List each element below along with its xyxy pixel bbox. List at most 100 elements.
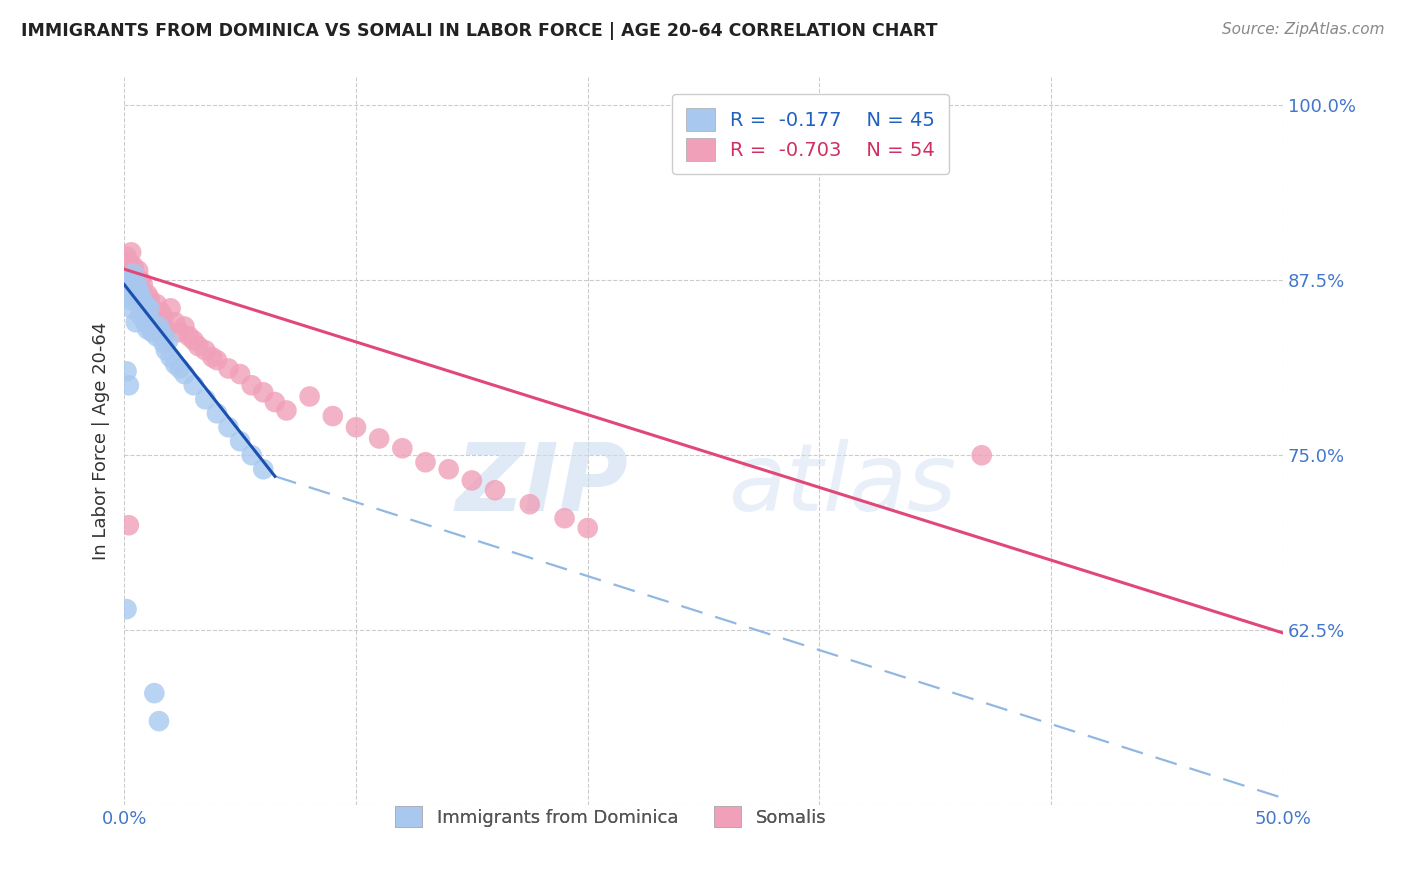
- Point: [141, 315, 163, 329]
- Point: [519, 497, 541, 511]
- Point: [145, 297, 167, 311]
- Point: [127, 263, 149, 277]
- Point: [138, 301, 160, 316]
- Point: [132, 294, 155, 309]
- Point: [461, 474, 484, 488]
- Point: [115, 602, 138, 616]
- Point: [120, 266, 142, 280]
- Point: [132, 301, 155, 316]
- Point: [218, 420, 240, 434]
- Point: [129, 308, 152, 322]
- Point: [125, 280, 148, 294]
- Point: [194, 343, 217, 358]
- Point: [194, 392, 217, 407]
- Point: [132, 294, 155, 309]
- Point: [145, 329, 167, 343]
- Point: [391, 442, 413, 456]
- Y-axis label: In Labor Force | Age 20-64: In Labor Force | Age 20-64: [93, 322, 110, 560]
- Point: [437, 462, 460, 476]
- Point: [229, 434, 252, 449]
- Point: [218, 361, 240, 376]
- Point: [252, 385, 274, 400]
- Point: [554, 511, 576, 525]
- Point: [118, 255, 141, 269]
- Point: [129, 273, 152, 287]
- Point: [240, 448, 263, 462]
- Point: [263, 395, 285, 409]
- Point: [187, 339, 209, 353]
- Point: [134, 315, 156, 329]
- Point: [118, 518, 141, 533]
- Point: [118, 280, 141, 294]
- Point: [122, 260, 145, 274]
- Point: [155, 322, 177, 336]
- Point: [141, 325, 163, 339]
- Point: [276, 403, 298, 417]
- Point: [115, 250, 138, 264]
- Point: [179, 329, 201, 343]
- Point: [120, 245, 142, 260]
- Point: [240, 378, 263, 392]
- Point: [127, 280, 149, 294]
- Point: [150, 305, 173, 319]
- Point: [169, 361, 191, 376]
- Point: [143, 322, 166, 336]
- Point: [229, 367, 252, 381]
- Point: [127, 294, 149, 309]
- Point: [125, 273, 148, 287]
- Point: [120, 301, 142, 316]
- Point: [155, 343, 177, 358]
- Point: [122, 294, 145, 309]
- Point: [148, 319, 170, 334]
- Point: [252, 462, 274, 476]
- Point: [125, 273, 148, 287]
- Point: [143, 308, 166, 322]
- Point: [134, 297, 156, 311]
- Point: [120, 287, 142, 301]
- Point: [205, 353, 228, 368]
- Point: [298, 389, 321, 403]
- Point: [125, 315, 148, 329]
- Point: [169, 325, 191, 339]
- Point: [150, 325, 173, 339]
- Point: [141, 301, 163, 316]
- Point: [970, 448, 993, 462]
- Point: [129, 287, 152, 301]
- Point: [118, 378, 141, 392]
- Point: [143, 686, 166, 700]
- Point: [201, 351, 224, 365]
- Point: [183, 334, 205, 348]
- Point: [368, 432, 391, 446]
- Point: [159, 351, 181, 365]
- Point: [122, 269, 145, 284]
- Point: [205, 406, 228, 420]
- Point: [136, 322, 159, 336]
- Text: atlas: atlas: [728, 440, 956, 531]
- Point: [173, 319, 195, 334]
- Point: [484, 483, 506, 498]
- Point: [115, 364, 138, 378]
- Point: [138, 319, 160, 334]
- Point: [127, 287, 149, 301]
- Point: [115, 273, 138, 287]
- Point: [152, 336, 174, 351]
- Point: [122, 266, 145, 280]
- Point: [148, 315, 170, 329]
- Point: [183, 378, 205, 392]
- Point: [134, 297, 156, 311]
- Point: [136, 308, 159, 322]
- Text: ZIP: ZIP: [456, 439, 628, 531]
- Text: Source: ZipAtlas.com: Source: ZipAtlas.com: [1222, 22, 1385, 37]
- Point: [322, 409, 344, 423]
- Point: [165, 315, 187, 329]
- Point: [159, 301, 181, 316]
- Point: [132, 277, 155, 292]
- Legend: Immigrants from Dominica, Somalis: Immigrants from Dominica, Somalis: [387, 797, 835, 836]
- Point: [576, 521, 599, 535]
- Point: [165, 357, 187, 371]
- Point: [148, 714, 170, 728]
- Point: [138, 292, 160, 306]
- Text: IMMIGRANTS FROM DOMINICA VS SOMALI IN LABOR FORCE | AGE 20-64 CORRELATION CHART: IMMIGRANTS FROM DOMINICA VS SOMALI IN LA…: [21, 22, 938, 40]
- Point: [157, 334, 180, 348]
- Point: [152, 311, 174, 326]
